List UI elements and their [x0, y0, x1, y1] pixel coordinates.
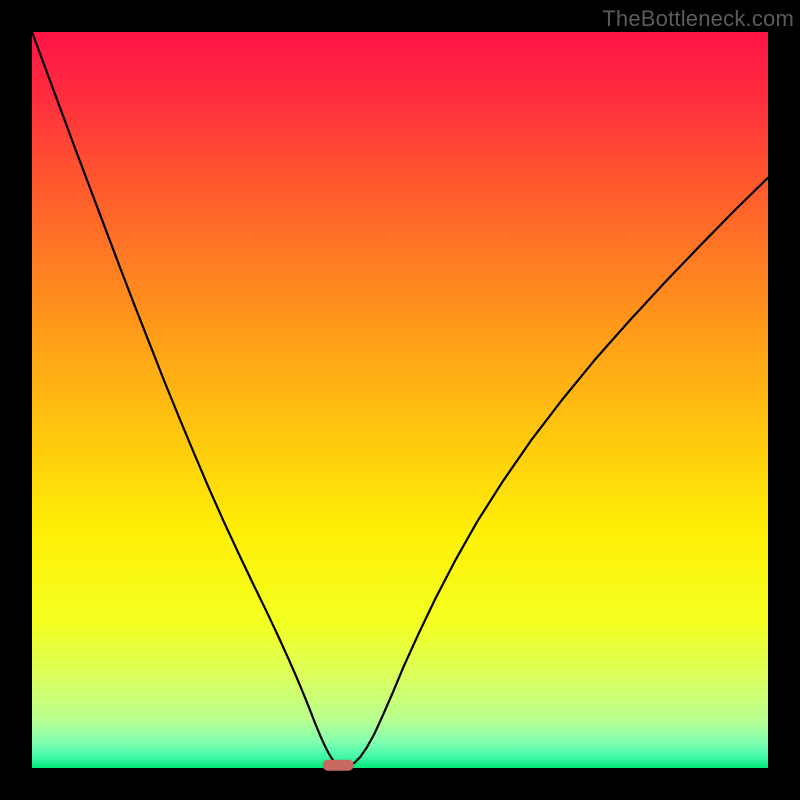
- curve-right-branch: [343, 178, 768, 767]
- plot-area: [32, 32, 768, 768]
- minimum-marker: [323, 760, 354, 771]
- watermark-text: TheBottleneck.com: [602, 6, 794, 32]
- chart-container: TheBottleneck.com: [0, 0, 800, 800]
- curve-left-branch: [32, 32, 343, 767]
- bottleneck-curve: [32, 32, 768, 768]
